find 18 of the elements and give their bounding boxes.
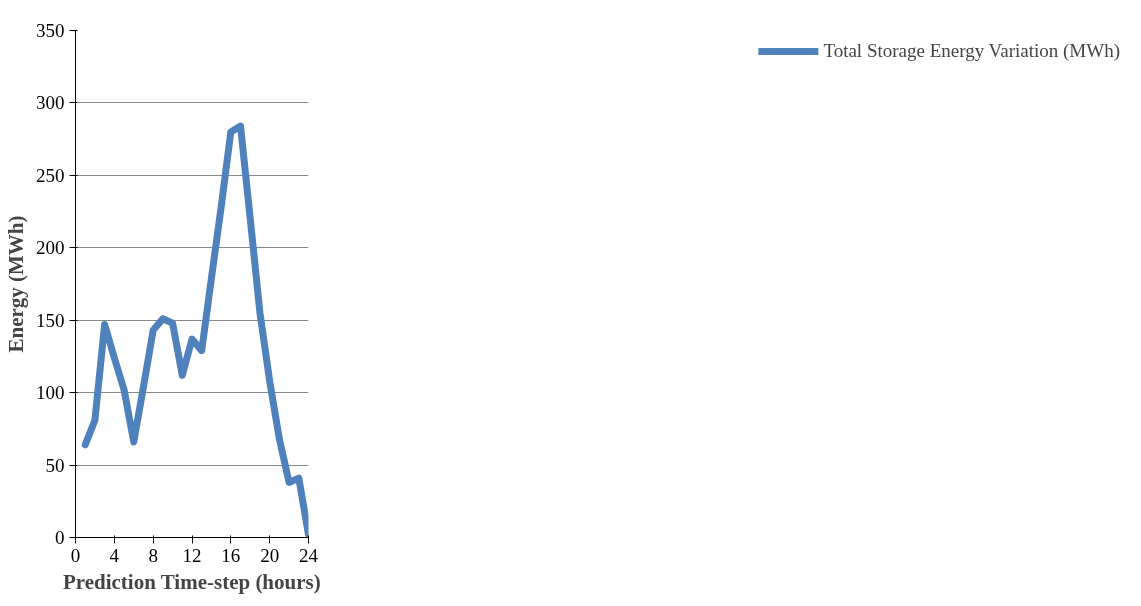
legend-label: Total Storage Energy Variation (MWh)	[823, 40, 1120, 62]
x-tick-label: 16	[221, 544, 241, 566]
y-tick-label: 50	[45, 454, 65, 476]
y-tick-label: 100	[36, 382, 65, 404]
x-tick-label: 4	[109, 544, 120, 566]
x-tick-label: 8	[148, 544, 158, 566]
y-axis-title: Energy (MWh)	[4, 215, 28, 353]
y-tick-label: 300	[36, 92, 65, 114]
y-tick-label: 200	[36, 237, 65, 259]
x-tick-label: 20	[260, 544, 280, 566]
x-tick-label: 12	[182, 544, 202, 566]
y-tick-label: 250	[36, 164, 65, 186]
x-tick-label: 0	[70, 544, 81, 566]
y-tick-label: 0	[55, 527, 65, 548]
x-tick-label: 24	[299, 544, 319, 566]
y-tick-label: 350	[36, 20, 65, 41]
x-axis-title: Prediction Time-step (hours)	[62, 569, 321, 594]
y-tick-label: 150	[36, 309, 65, 331]
